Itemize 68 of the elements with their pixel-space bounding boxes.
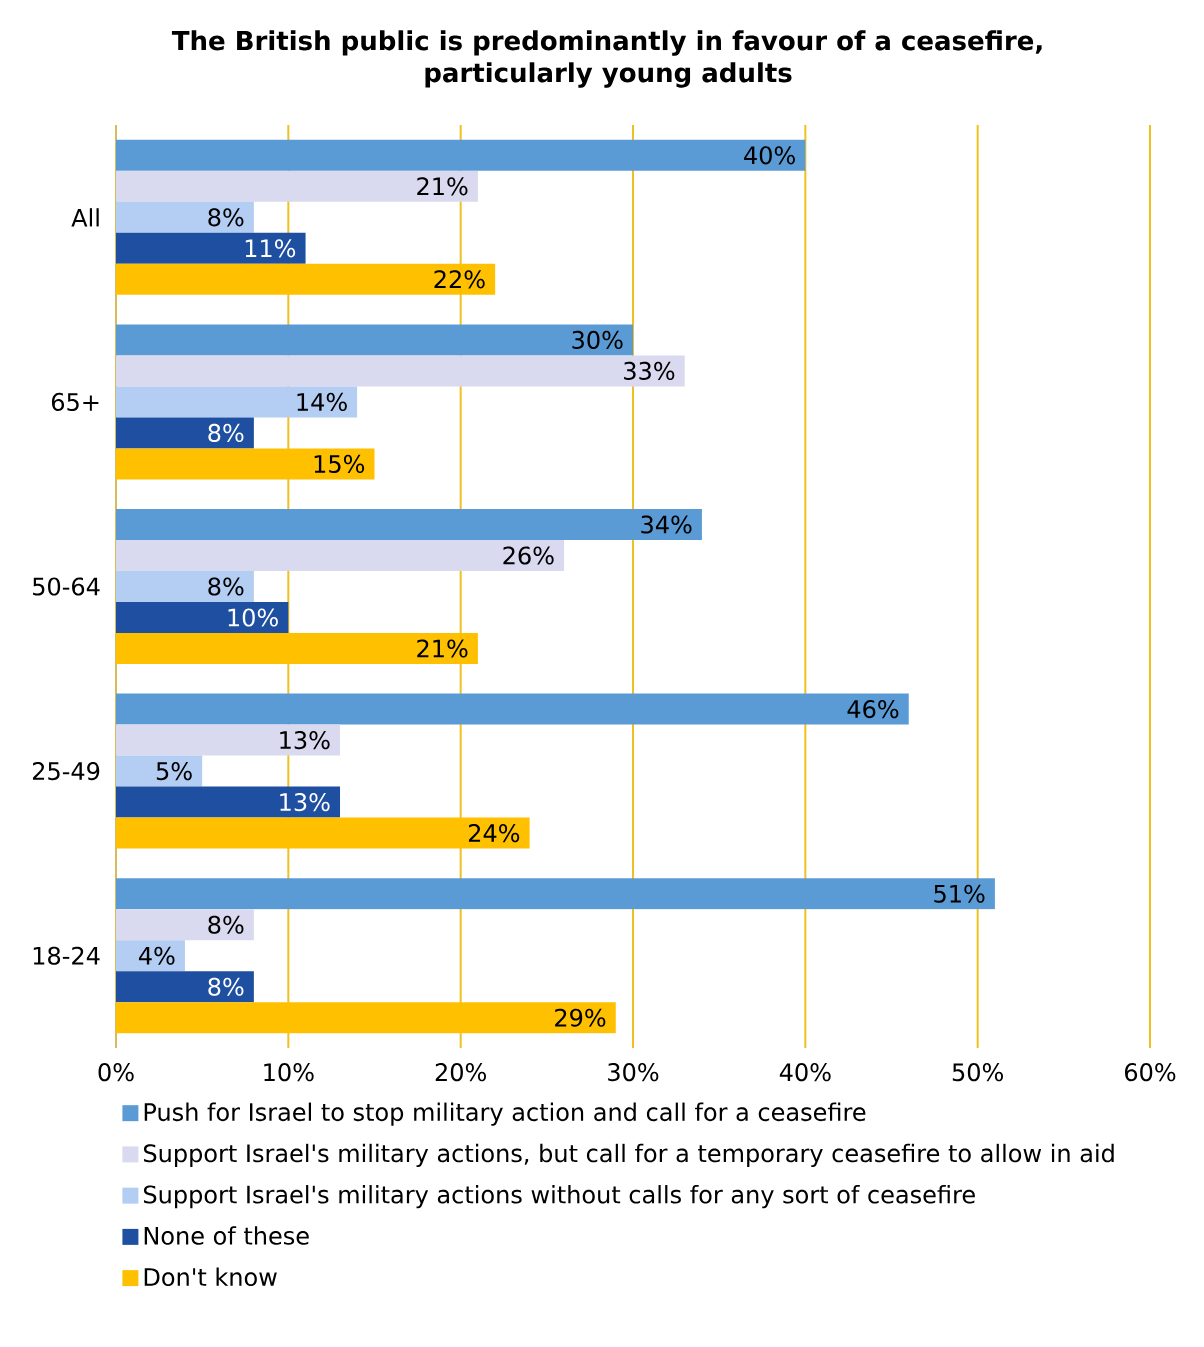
- data-label: 34%: [641, 515, 692, 534]
- data-label: 8%: [208, 208, 244, 227]
- y-tick-label: 65+: [51, 392, 99, 411]
- bar: [116, 633, 478, 665]
- data-label: 46%: [847, 700, 899, 719]
- data-label: 24%: [468, 824, 520, 843]
- legend-label: Push for Israel to stop military action and call for a ceasefire: [144, 1102, 866, 1126]
- data-label: 11%: [245, 239, 296, 258]
- chart-title: The British public is predominantly in favour of a ceasefire, particularly young adults: [171, 30, 1042, 88]
- x-tick-label: 20%: [435, 1063, 487, 1082]
- data-label: 14%: [297, 392, 347, 411]
- legend-label: Support Israel's military actions, but call for a temporary ceasefire to allow in aid: [143, 1143, 1114, 1168]
- data-label: 13%: [280, 731, 330, 750]
- data-label: 30%: [572, 330, 623, 349]
- bar: [116, 263, 496, 295]
- data-label: 8%: [208, 977, 244, 996]
- bar: [116, 448, 375, 480]
- bar: [116, 817, 530, 849]
- y-tick-label: All: [71, 208, 99, 227]
- data-label: 13%: [280, 793, 330, 812]
- data-label: 22%: [434, 270, 485, 289]
- bar: [116, 602, 289, 634]
- x-tick-label: 30%: [608, 1063, 659, 1082]
- data-label: 51%: [934, 884, 985, 903]
- data-label: 26%: [503, 546, 554, 565]
- data-label: 8%: [208, 577, 244, 596]
- bar: [116, 540, 565, 571]
- bar: [116, 417, 254, 449]
- data-label: 40%: [744, 146, 795, 165]
- x-tick-label: 60%: [1125, 1063, 1176, 1082]
- data-label: 10%: [228, 608, 278, 627]
- y-tick-label: 25-49: [32, 762, 100, 781]
- legend-label: Support Israel's military actions without calls for any sort of ceasefire: [143, 1185, 975, 1209]
- bar: [116, 1002, 616, 1034]
- bar: [116, 201, 254, 233]
- bar: [116, 971, 254, 1003]
- bar: [116, 571, 254, 602]
- y-tick-label: 50-64: [33, 577, 100, 596]
- bar: [116, 509, 702, 541]
- bar: [116, 386, 358, 418]
- data-label: 15%: [314, 454, 365, 473]
- bar: [116, 232, 306, 264]
- x-tick-label: 10%: [264, 1063, 314, 1082]
- y-tick-label: 18-24: [33, 946, 100, 965]
- bar: [116, 693, 909, 725]
- legend-label: Don't know: [144, 1267, 277, 1287]
- bar: [116, 324, 634, 356]
- bar: [116, 724, 341, 756]
- bar: [116, 878, 995, 910]
- data-label: 21%: [417, 639, 468, 658]
- bar: [116, 786, 341, 818]
- x-tick-label: 50%: [952, 1063, 1004, 1082]
- data-label: 8%: [208, 423, 244, 442]
- x-tick-label: 0%: [98, 1063, 134, 1082]
- x-tick-label: 40%: [779, 1063, 831, 1082]
- bar: [116, 170, 478, 202]
- bar: [116, 355, 685, 387]
- data-label: 21%: [417, 177, 468, 196]
- bar: [116, 755, 203, 787]
- bar: [116, 139, 806, 171]
- bar: [116, 940, 185, 972]
- bar: [116, 909, 254, 941]
- data-label: 29%: [555, 1008, 606, 1027]
- data-label: 8%: [208, 915, 244, 934]
- data-label: 4%: [138, 946, 175, 965]
- data-label: 33%: [624, 361, 675, 380]
- data-label: 5%: [156, 762, 192, 781]
- legend-label: None of these: [144, 1226, 309, 1245]
